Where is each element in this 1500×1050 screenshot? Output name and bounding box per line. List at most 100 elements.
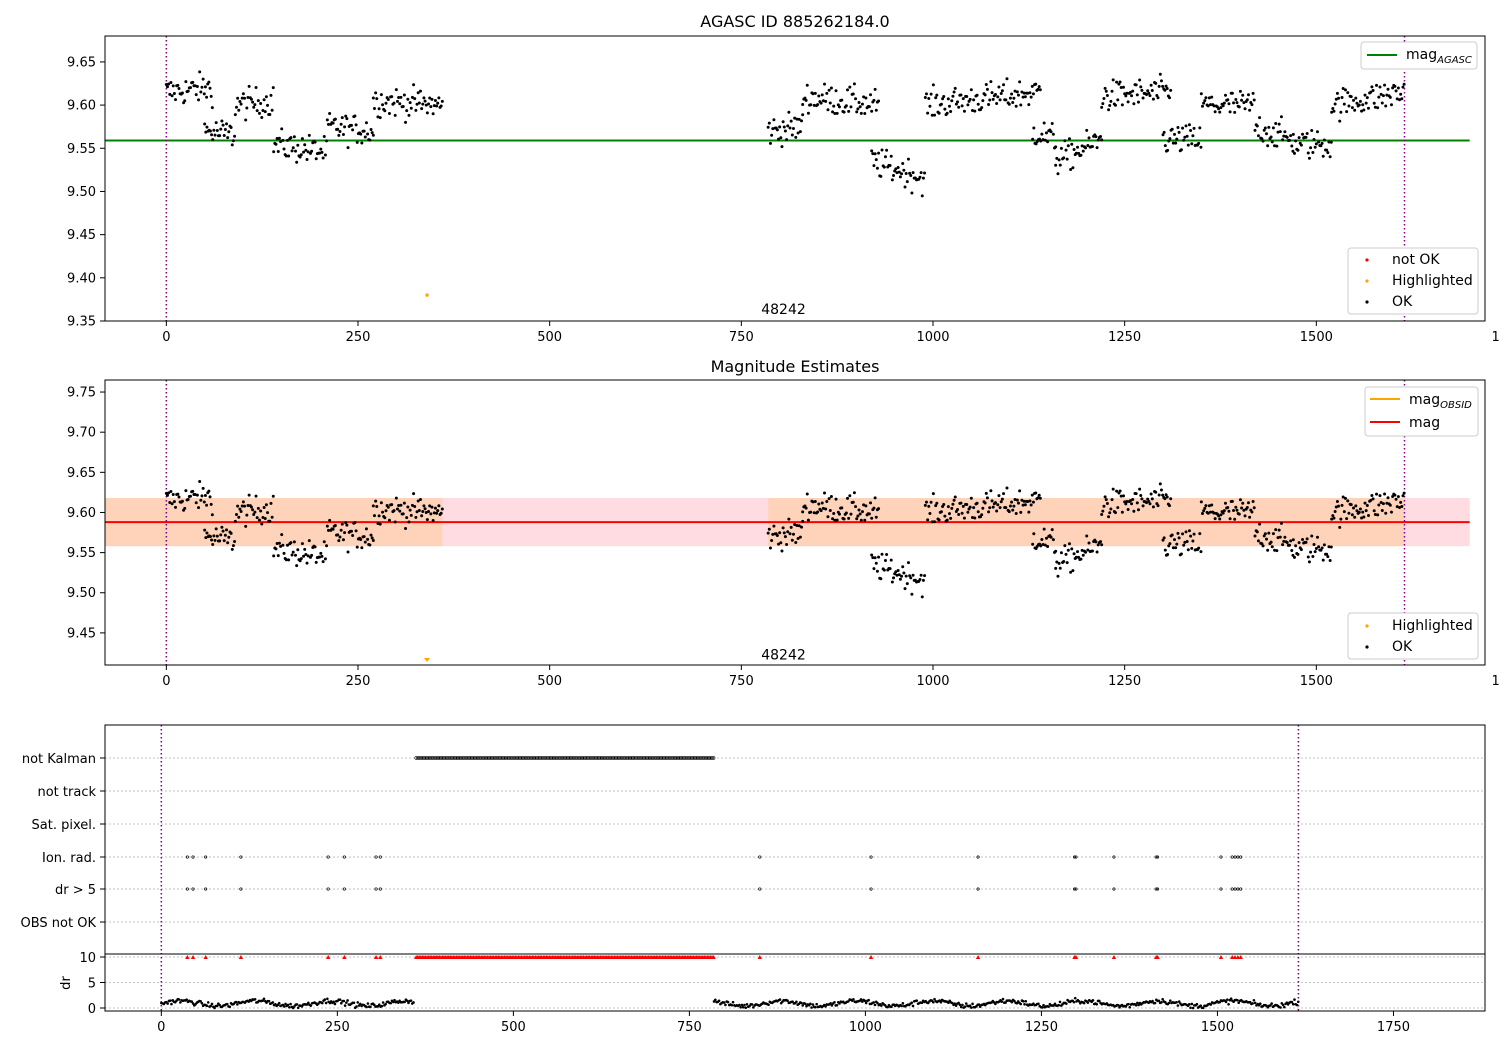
ok-point (1034, 491, 1038, 495)
ok-point (1150, 89, 1154, 93)
ok-point (1021, 503, 1025, 507)
ok-point (1246, 501, 1250, 505)
ok-point (291, 550, 295, 554)
ok-point (300, 542, 304, 546)
ok-point (236, 96, 240, 100)
ok-point (906, 561, 910, 565)
ok-point (1299, 143, 1303, 147)
ok-point (294, 553, 298, 557)
ok-point (1263, 126, 1267, 130)
dr-gt5-flag (1236, 887, 1240, 891)
dr-point (1236, 998, 1239, 1002)
ok-point (1371, 89, 1375, 93)
ok-point (995, 509, 999, 513)
ok-point (920, 194, 924, 198)
ok-point (407, 520, 411, 524)
ok-point (1301, 132, 1305, 136)
ok-point (1321, 154, 1325, 158)
ok-point (1350, 106, 1354, 110)
legend-ok-label: OK (1392, 294, 1413, 310)
ok-point (788, 126, 792, 130)
ok-point (203, 85, 207, 89)
ok-point (896, 568, 900, 572)
ok-point (1399, 92, 1403, 96)
ok-point (412, 492, 416, 496)
ok-point (1054, 163, 1058, 167)
ok-point (254, 86, 258, 90)
ok-point (1282, 539, 1286, 543)
dr-point (814, 1005, 817, 1009)
dr-point (359, 1002, 362, 1006)
ok-point (1182, 138, 1186, 142)
ok-point (804, 506, 808, 510)
ok-point (1163, 497, 1167, 501)
dr-point (1269, 1004, 1272, 1007)
dr-point (199, 999, 202, 1003)
ok-point (427, 509, 431, 513)
ok-point (209, 94, 213, 98)
ok-point (428, 504, 432, 508)
dr-point (1291, 1002, 1295, 1006)
ok-point (274, 547, 278, 551)
dr-point (185, 998, 188, 1001)
ok-point (846, 88, 850, 92)
ok-point (430, 97, 434, 101)
ok-point (169, 489, 173, 493)
ok-point (1185, 539, 1189, 543)
ok-point (937, 111, 941, 115)
ok-point (1331, 106, 1335, 110)
ok-point (290, 553, 294, 557)
ok-point (395, 99, 399, 103)
ok-point (195, 85, 199, 89)
dr-gt5-flag (869, 887, 873, 891)
dr-point (191, 1002, 195, 1005)
ok-point (433, 506, 437, 510)
ok-point (245, 513, 249, 517)
ok-point (1342, 102, 1346, 106)
x-tick-label: 0 (162, 674, 170, 689)
ok-point (371, 96, 375, 100)
ok-point (1031, 500, 1035, 504)
ok-point (1358, 99, 1362, 103)
panel-agasc: AGASC ID 885262184.0 0 250 500 750 1000 1250 1… (67, 12, 1500, 345)
ok-point (1276, 130, 1280, 134)
dr-point (1251, 1002, 1254, 1005)
ok-point (1310, 534, 1314, 538)
ok-point (1314, 547, 1318, 551)
ok-point (770, 538, 774, 542)
ok-point (1294, 544, 1298, 548)
ion-rad-flag (185, 855, 189, 859)
ok-point (873, 556, 877, 560)
ok-point (1161, 493, 1165, 497)
ok-point (931, 492, 935, 496)
dr-clipped-marker (975, 955, 981, 959)
ok-point (1335, 91, 1339, 95)
ok-point (975, 93, 979, 97)
ok-point (945, 111, 949, 115)
ok-point (801, 113, 805, 117)
ok-point (947, 512, 951, 516)
dr-clipped-marker (1155, 955, 1160, 959)
dr-gt5-flag (1233, 887, 1237, 891)
dr-point (209, 1004, 213, 1008)
dr-point (1047, 1005, 1050, 1008)
dr-point (1253, 1001, 1257, 1005)
ok-point (1206, 104, 1210, 108)
ok-point (809, 510, 813, 514)
ok-point (368, 138, 372, 142)
ok-point (877, 99, 881, 103)
ok-point (860, 102, 864, 106)
ok-point (1252, 506, 1256, 510)
ok-point (779, 541, 783, 545)
ok-point (1096, 138, 1100, 142)
dr-point (745, 1002, 749, 1006)
ok-point (1307, 560, 1311, 564)
ok-point (976, 510, 980, 514)
dr-clipped-marker (378, 955, 383, 959)
ok-point (909, 576, 913, 580)
ok-point (780, 549, 784, 553)
dr-tick-label: 5 (88, 977, 96, 992)
ok-point (1203, 506, 1207, 510)
ok-point (414, 515, 418, 519)
ok-point (1032, 532, 1036, 536)
